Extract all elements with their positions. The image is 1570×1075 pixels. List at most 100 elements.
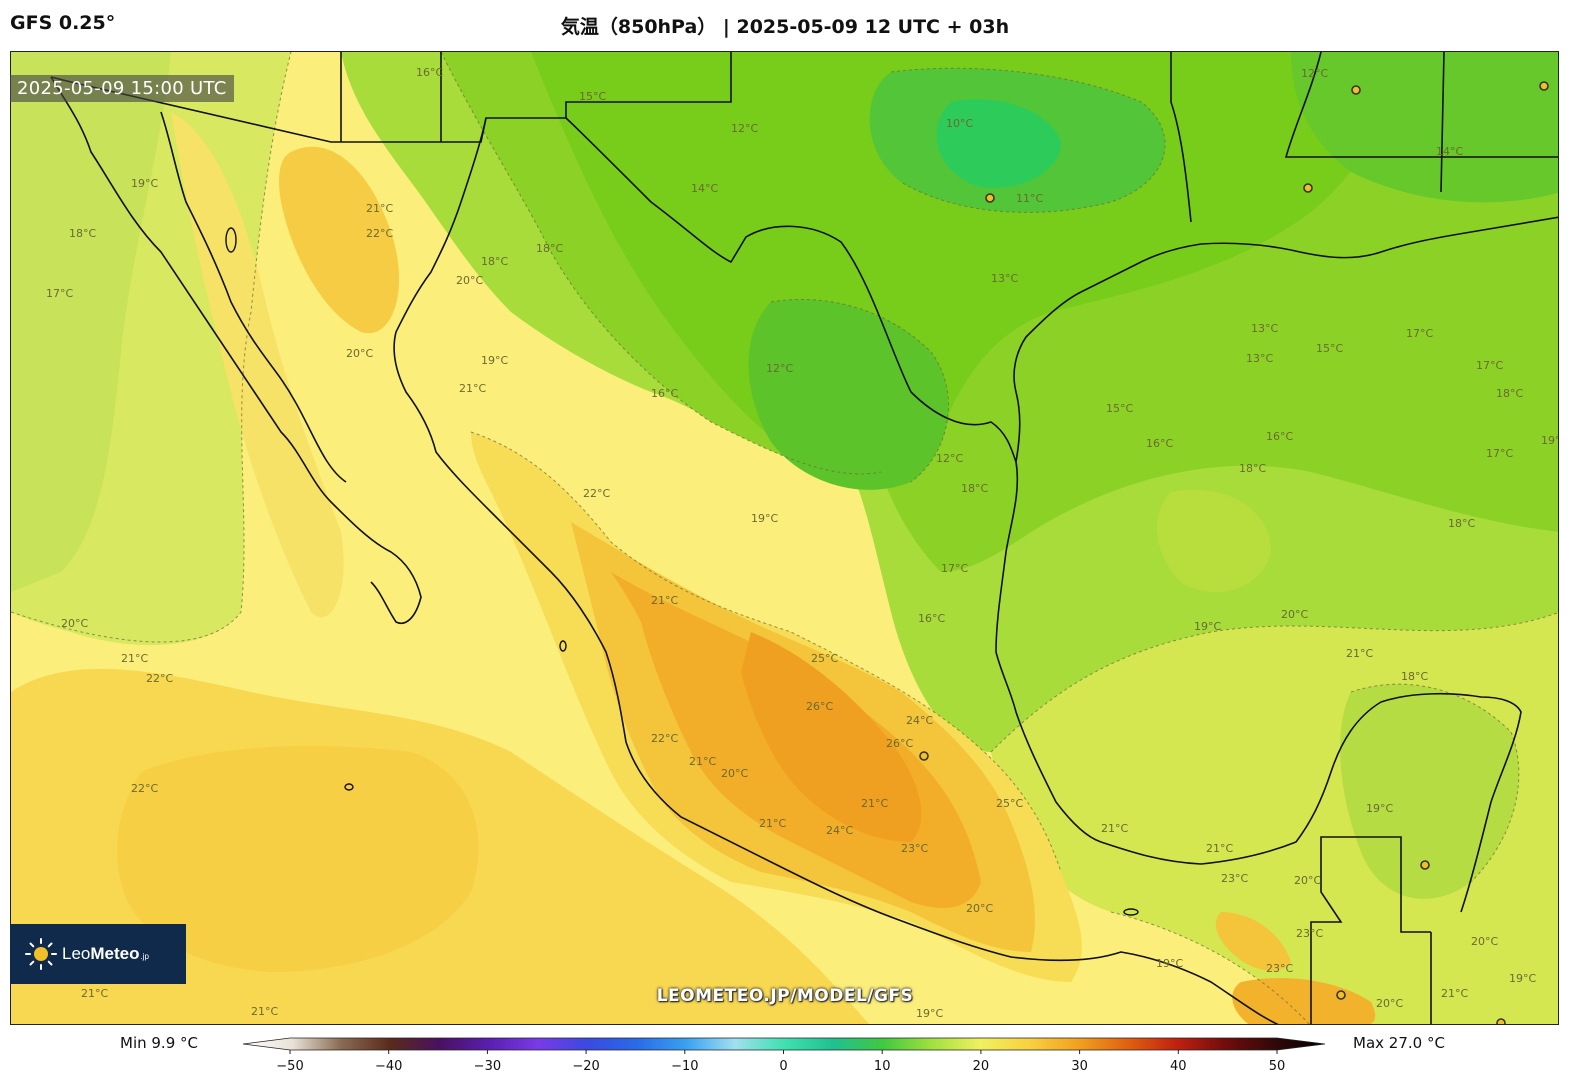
colorbar-tick-label: 40 — [1170, 1059, 1187, 1074]
contour-label: 14°C — [1436, 145, 1463, 158]
contour-label: 12°C — [766, 362, 793, 375]
contour-label: 24°C — [826, 824, 853, 837]
colorbar-tick-label: 20 — [973, 1059, 990, 1074]
contour-labels: 16°C 15°C 12°C 10°C 11°C 12°C 14°C 19°C … — [46, 66, 1559, 1020]
contour-label: 20°C — [1376, 997, 1403, 1010]
contour-label: 23°C — [1221, 872, 1248, 885]
contour-label: 21°C — [861, 797, 888, 810]
city-marker — [1336, 990, 1346, 1000]
contour-label: 21°C — [1346, 647, 1373, 660]
contour-label: 23°C — [901, 842, 928, 855]
colorbar-tick-label: −40 — [375, 1059, 402, 1074]
contour-label: 22°C — [651, 732, 678, 745]
contour-label: 13°C — [1251, 322, 1278, 335]
contour-label: 20°C — [1281, 608, 1308, 621]
contour-label: 18°C — [961, 482, 988, 495]
contour-label: 23°C — [1266, 962, 1293, 975]
contour-label: 15°C — [579, 90, 606, 103]
contour-label: 26°C — [886, 737, 913, 750]
contour-lines — [11, 52, 1558, 1024]
contour-label: 16°C — [651, 387, 678, 400]
city-markers — [919, 81, 1549, 1024]
contour-label: 21°C — [1441, 987, 1468, 1000]
colorbar-tick-label: 0 — [779, 1059, 787, 1074]
coastlines — [50, 52, 1558, 1024]
contour-label: 24°C — [906, 714, 933, 727]
contour-label: 16°C — [416, 66, 443, 79]
contour-label: 21°C — [1206, 842, 1233, 855]
contour-label: 20°C — [346, 347, 373, 360]
colorbar-tick-label: −50 — [276, 1059, 303, 1074]
contour-label: 12°C — [936, 452, 963, 465]
contour-label: 19°C — [751, 512, 778, 525]
city-marker — [919, 751, 929, 761]
contour-label: 21°C — [459, 382, 486, 395]
sun-icon — [25, 938, 57, 970]
contour-label: 15°C — [1316, 342, 1343, 355]
contour-label: 22°C — [131, 782, 158, 795]
contour-label: 14°C — [691, 182, 718, 195]
contour-label: 20°C — [456, 274, 483, 287]
city-marker — [985, 193, 995, 203]
contour-label: 12°C — [731, 122, 758, 135]
colorbar-tick-label: −10 — [671, 1059, 698, 1074]
contour-label: 16°C — [1146, 437, 1173, 450]
contour-label: 16°C — [1266, 430, 1293, 443]
colorbar-tick-label: 10 — [874, 1059, 891, 1074]
city-marker — [1496, 1018, 1506, 1024]
leometeo-logo[interactable]: LeoMeteo.jp — [10, 924, 186, 984]
contour-label: 21°C — [689, 755, 716, 768]
contour-label: 25°C — [996, 797, 1023, 810]
city-marker — [1539, 81, 1549, 91]
colorbar-ticks: −50 −40 −30 −20 −10 0 10 20 30 40 50 — [276, 1050, 1285, 1074]
contour-label: 18°C — [69, 227, 96, 240]
colorbar-tick-label: −30 — [474, 1059, 501, 1074]
contour-label: 19°C — [481, 354, 508, 367]
contour-label: 16°C — [918, 612, 945, 625]
contour-label: 23°C — [1296, 927, 1323, 940]
contour-label: 15°C — [1106, 402, 1133, 415]
contour-label: 17°C — [1476, 359, 1503, 372]
contour-label: 13°C — [991, 272, 1018, 285]
contour-label: 19°C — [1194, 620, 1221, 633]
logo-text: LeoMeteo.jp — [62, 944, 149, 963]
contour-label: 19°C — [916, 1007, 943, 1020]
colorbar-bar — [242, 1037, 1326, 1051]
contour-label: 19°C — [1541, 434, 1559, 447]
contour-label: 20°C — [1471, 935, 1498, 948]
colorbar-tick-label: 30 — [1071, 1059, 1088, 1074]
watermark-url[interactable]: LEOMETEO.JP/MODEL/GFS — [656, 986, 914, 1006]
contour-label: 21°C — [366, 202, 393, 215]
contour-label: 21°C — [759, 817, 786, 830]
contour-label: 18°C — [536, 242, 563, 255]
city-marker — [1351, 85, 1361, 95]
contour-label: 18°C — [481, 255, 508, 268]
contour-label: 17°C — [941, 562, 968, 575]
contour-label: 18°C — [1401, 670, 1428, 683]
contour-label: 19°C — [1156, 957, 1183, 970]
colorbar-tick-label: 50 — [1269, 1059, 1286, 1074]
city-marker — [1303, 183, 1313, 193]
contour-label: 13°C — [1246, 352, 1273, 365]
contour-label: 17°C — [46, 287, 73, 300]
colorbar-min-label: Min 9.9 °C — [120, 1034, 198, 1052]
contour-label: 19°C — [131, 177, 158, 190]
contour-label: 21°C — [1101, 822, 1128, 835]
contour-label: 19°C — [1366, 802, 1393, 815]
contour-label: 11°C — [1016, 192, 1043, 205]
contour-label: 10°C — [946, 117, 973, 130]
contour-label: 12°C — [1301, 67, 1328, 80]
contour-label: 21°C — [121, 652, 148, 665]
colorbar-max-label: Max 27.0 °C — [1353, 1034, 1445, 1052]
field-baja-warm — [279, 146, 400, 334]
contour-label: 22°C — [146, 672, 173, 685]
contour-label: 18°C — [1239, 462, 1266, 475]
contour-label: 21°C — [81, 987, 108, 1000]
contour-label: 22°C — [583, 487, 610, 500]
city-marker — [1420, 860, 1430, 870]
temperature-map[interactable]: 16°C 15°C 12°C 10°C 11°C 12°C 14°C 19°C … — [10, 51, 1559, 1025]
contour-label: 25°C — [811, 652, 838, 665]
contour-label: 20°C — [1294, 874, 1321, 887]
colorbar-tick-label: −20 — [572, 1059, 599, 1074]
contour-label: 20°C — [61, 617, 88, 630]
